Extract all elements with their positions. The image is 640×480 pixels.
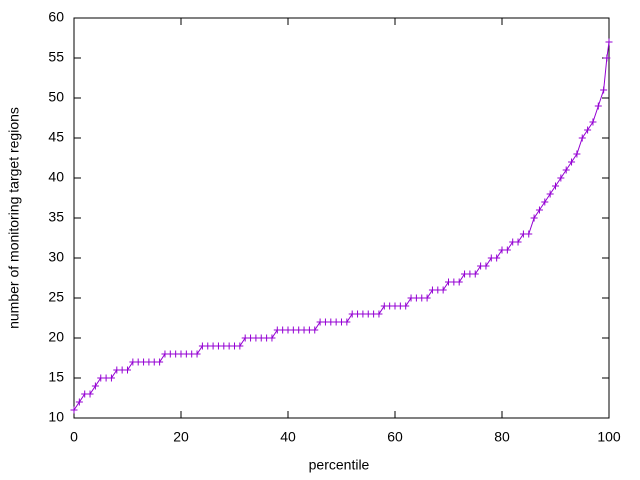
x-tick-label: 40 <box>280 429 296 445</box>
data-point <box>546 190 554 198</box>
data-point <box>471 270 479 278</box>
data-point <box>439 286 447 294</box>
data-point <box>568 158 576 166</box>
data-point <box>75 398 83 406</box>
y-tick-label: 50 <box>48 89 64 105</box>
x-tick-label: 100 <box>597 429 621 445</box>
y-tick-label: 15 <box>48 369 64 385</box>
data-point <box>107 374 115 382</box>
data-point <box>573 150 581 158</box>
y-tick-label: 40 <box>48 169 64 185</box>
data-point <box>91 382 99 390</box>
data-point <box>557 174 565 182</box>
y-tick-label: 60 <box>48 9 64 25</box>
data-point <box>503 246 511 254</box>
data-point <box>156 358 164 366</box>
data-point <box>600 86 608 94</box>
y-tick-label: 55 <box>48 49 64 65</box>
x-tick-label: 60 <box>387 429 403 445</box>
data-point <box>124 366 131 374</box>
y-tick-label: 20 <box>48 329 64 345</box>
x-tick-label: 80 <box>494 429 510 445</box>
data-point <box>402 302 410 310</box>
data-point <box>530 214 538 222</box>
x-tick-label: 0 <box>70 429 78 445</box>
data-point <box>594 102 602 110</box>
y-tick-label: 30 <box>48 249 64 265</box>
y-axis-label: number of monitoring target regions <box>6 107 22 329</box>
data-point <box>603 54 611 62</box>
data-point <box>541 198 549 206</box>
data-point <box>311 326 319 334</box>
x-tick-label: 20 <box>173 429 189 445</box>
data-point <box>375 310 383 318</box>
plot-frame <box>73 17 610 419</box>
data-point <box>578 134 586 142</box>
data-point <box>455 278 463 286</box>
y-tick-label: 10 <box>48 409 64 425</box>
data-point <box>514 238 522 246</box>
data-point <box>589 118 597 126</box>
y-tick-label: 35 <box>48 209 64 225</box>
data-point <box>343 318 351 326</box>
data-point <box>562 166 570 174</box>
data-point <box>482 262 490 270</box>
data-point <box>584 126 592 134</box>
data-point <box>86 390 94 398</box>
data-point <box>268 334 276 342</box>
data-line <box>73 41 610 411</box>
data-point <box>493 254 501 262</box>
data-point <box>535 206 543 214</box>
data-point <box>236 342 244 350</box>
data-point <box>552 182 559 190</box>
data-point <box>525 230 533 238</box>
data-point <box>70 406 78 414</box>
x-axis-label: percentile <box>309 457 370 473</box>
data-point <box>193 350 201 358</box>
y-tick-label: 25 <box>48 289 64 305</box>
y-tick-label: 45 <box>48 129 64 145</box>
data-point <box>605 38 613 46</box>
data-point <box>423 294 431 302</box>
